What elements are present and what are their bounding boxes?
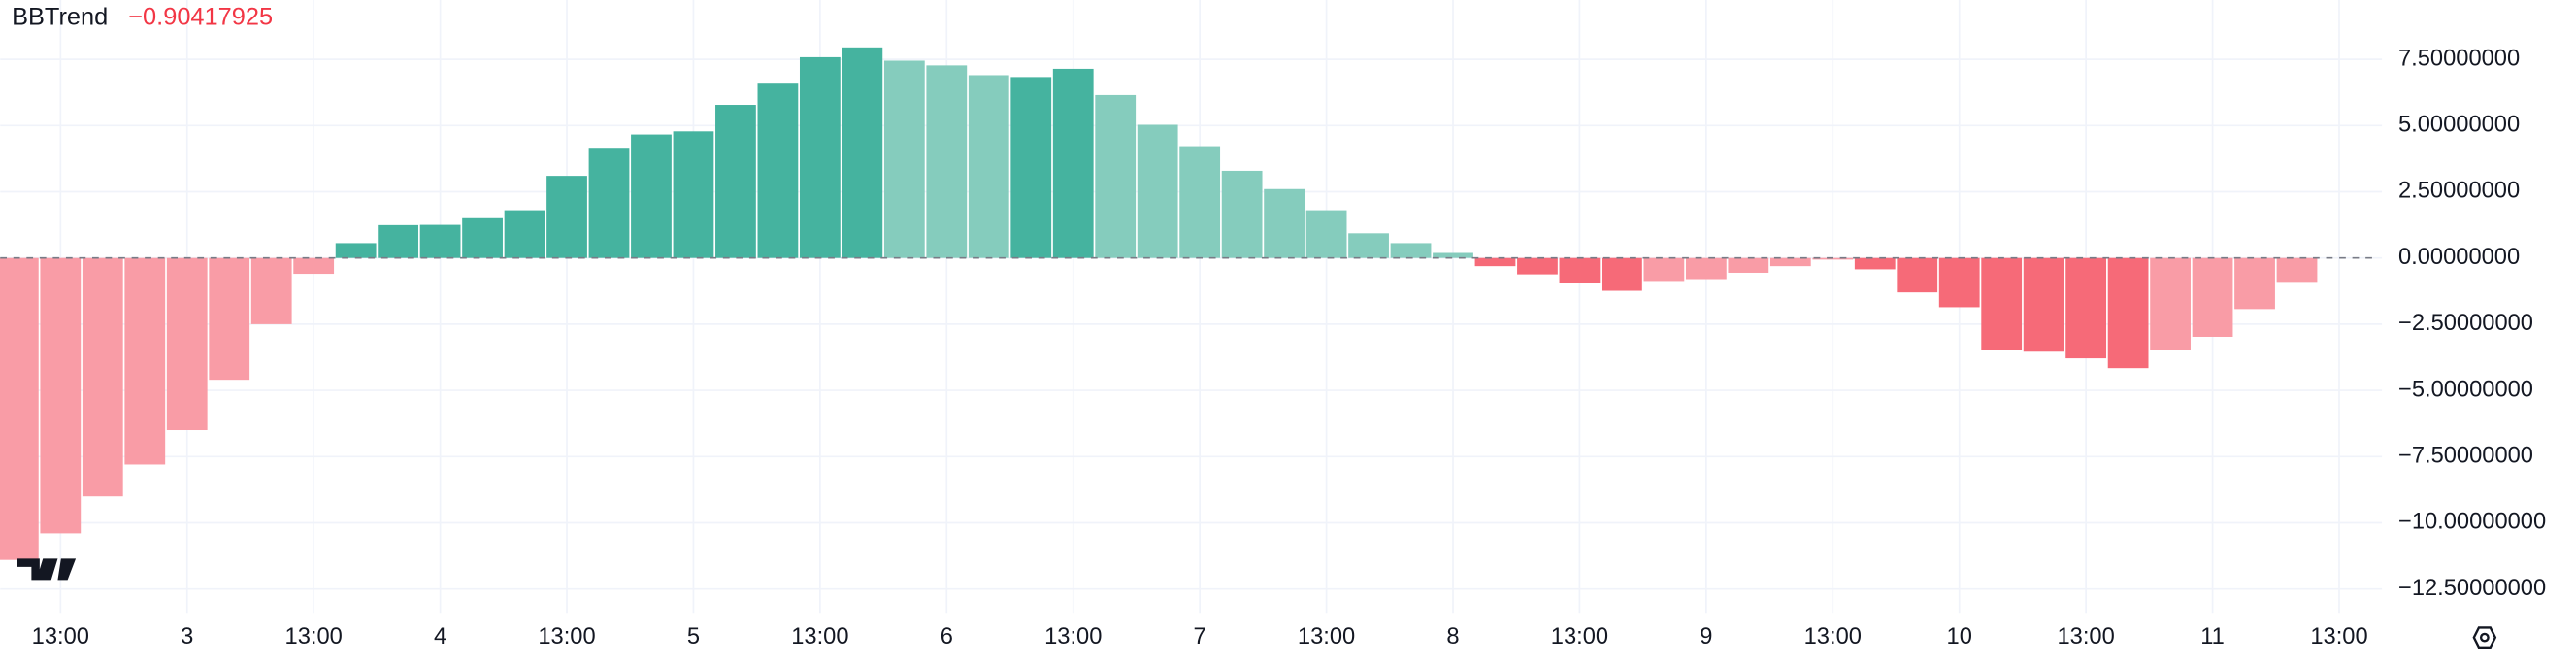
x-tick-label: 6 xyxy=(941,624,953,650)
bar xyxy=(1728,257,1769,273)
bar xyxy=(124,257,166,465)
bar xyxy=(82,257,123,497)
bar xyxy=(799,56,841,258)
y-tick-label: −12.50000000 xyxy=(2398,576,2546,601)
bar xyxy=(2276,257,2318,283)
bar xyxy=(968,75,1009,258)
bar xyxy=(1137,124,1178,258)
bar xyxy=(209,257,250,381)
bar xyxy=(504,210,545,258)
bar xyxy=(2065,257,2107,359)
bar xyxy=(166,257,208,431)
bar xyxy=(0,257,39,560)
bar xyxy=(1264,188,1305,258)
bar xyxy=(462,217,503,258)
bar xyxy=(1474,257,1516,267)
bar xyxy=(1685,257,1727,280)
x-tick-label: 8 xyxy=(1446,624,1459,650)
bar xyxy=(1981,257,2023,350)
bar xyxy=(715,105,756,258)
bar xyxy=(1938,257,1980,308)
y-tick-label: 5.00000000 xyxy=(2398,113,2520,138)
x-tick-label: 7 xyxy=(1194,624,1206,650)
x-tick-label: 3 xyxy=(181,624,193,650)
y-tick-label: 0.00000000 xyxy=(2398,245,2520,270)
y-tick-label: 10.00000000 xyxy=(2398,0,2532,5)
indicator-name: BBTrend xyxy=(12,3,108,30)
bar xyxy=(1897,257,1938,293)
bar xyxy=(1348,233,1389,258)
y-tick-label: −5.00000000 xyxy=(2398,377,2533,402)
logo[interactable] xyxy=(17,558,77,581)
bar xyxy=(2234,257,2275,310)
bar xyxy=(1221,170,1263,258)
bar xyxy=(1602,257,1642,291)
bar xyxy=(1095,94,1137,258)
x-tick-label: 9 xyxy=(1700,624,1712,650)
settings-button[interactable] xyxy=(2472,626,2497,649)
x-tick-label: 4 xyxy=(434,624,446,650)
bar xyxy=(335,243,377,258)
x-tick-label: 13:00 xyxy=(791,624,848,650)
x-tick-label: 13:00 xyxy=(1044,624,1102,650)
bars xyxy=(0,47,2318,560)
bar xyxy=(1179,146,1221,258)
y-tick-label: −7.50000000 xyxy=(2398,444,2533,469)
x-tick-label: 13:00 xyxy=(2310,624,2367,650)
bar xyxy=(1390,243,1432,258)
bar xyxy=(1433,252,1473,258)
bar xyxy=(2023,257,2064,352)
y-tick-label: 7.50000000 xyxy=(2398,46,2520,71)
bar xyxy=(1559,257,1601,283)
y-tick-label: −2.50000000 xyxy=(2398,311,2533,336)
bar xyxy=(1305,210,1347,258)
bar xyxy=(757,83,799,258)
bar xyxy=(419,224,461,258)
bar xyxy=(1052,68,1094,258)
bar xyxy=(1769,257,1811,267)
bar xyxy=(378,224,419,258)
bar xyxy=(546,176,587,258)
y-tick-label: −10.00000000 xyxy=(2398,510,2546,535)
indicator-value: −0.90417925 xyxy=(128,3,273,30)
bar xyxy=(1010,77,1052,258)
bar xyxy=(2150,257,2191,350)
bar xyxy=(40,257,82,534)
x-tick-label: 13:00 xyxy=(1804,624,1862,650)
bar xyxy=(631,134,672,258)
x-tick-label: 13:00 xyxy=(32,624,89,650)
x-tick-label: 13:00 xyxy=(1551,624,1608,650)
bar xyxy=(1643,257,1685,282)
x-tick-label: 13:00 xyxy=(1298,624,1355,650)
bar xyxy=(588,148,630,258)
bar xyxy=(842,47,883,258)
x-tick-label: 13:00 xyxy=(285,624,343,650)
bar xyxy=(1854,257,1896,270)
bar xyxy=(2192,257,2233,337)
x-tick-label: 10 xyxy=(1947,624,1972,650)
x-tick-label: 13:00 xyxy=(2057,624,2114,650)
x-tick-label: 5 xyxy=(687,624,700,650)
bar xyxy=(2107,257,2149,369)
bar xyxy=(883,60,925,258)
bar xyxy=(250,257,292,324)
x-tick-label: 13:00 xyxy=(538,624,595,650)
x-tick-label: 11 xyxy=(2200,624,2225,650)
bar xyxy=(673,131,714,258)
bar xyxy=(926,65,968,258)
bar xyxy=(293,257,335,275)
bar xyxy=(1517,257,1558,275)
y-tick-label: 2.50000000 xyxy=(2398,179,2520,204)
